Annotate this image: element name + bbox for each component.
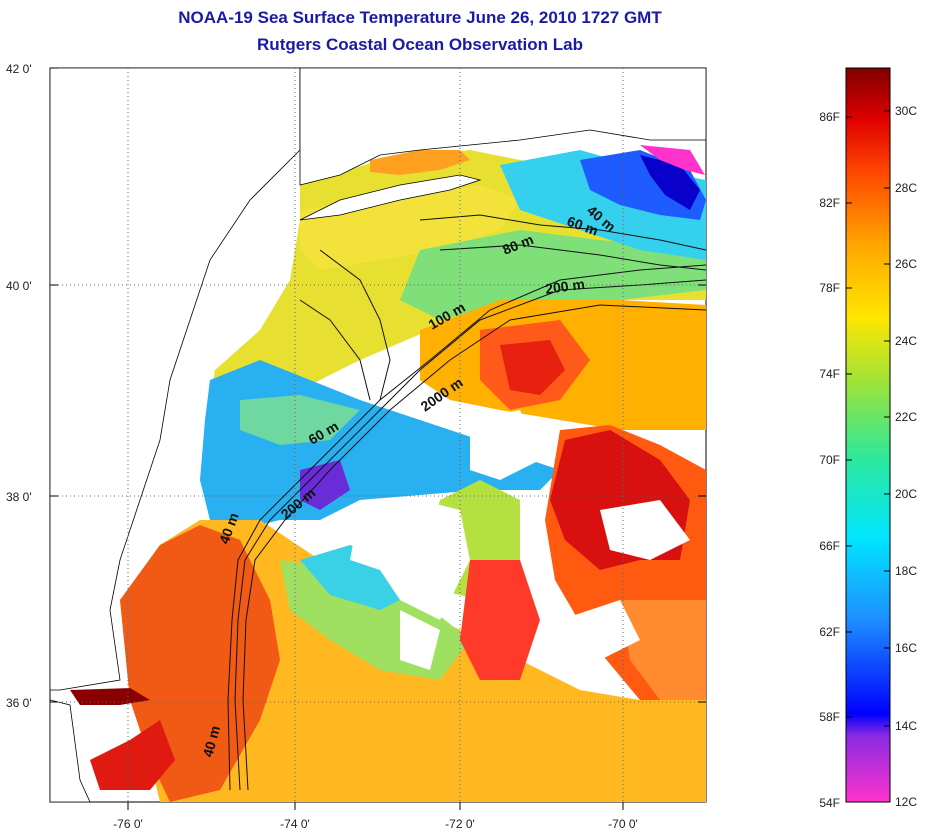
colorbar-c-label: 30C — [895, 104, 917, 118]
isobath-label: 40 m — [199, 724, 223, 759]
long-island — [299, 174, 482, 221]
colorbar-c-label: 18C — [895, 564, 917, 578]
colorbar-c-label: 28C — [895, 181, 917, 195]
colorbar-f-label: 62F — [819, 625, 840, 639]
map-subtitle: Rutgers Coastal Ocean Observation Lab — [257, 35, 583, 54]
colorbar-c-label: 14C — [895, 719, 917, 733]
pamlico-sound — [90, 720, 175, 790]
colorbar-f-label: 58F — [819, 710, 840, 724]
colorbar-fahrenheit-labels: 86F 82F 78F 74F 70F 66F 62F 58F 54F — [819, 110, 840, 810]
axis-ticks — [50, 67, 706, 810]
colorbar-f-label: 86F — [819, 110, 840, 124]
colorbar-c-label: 26C — [895, 257, 917, 271]
graticule — [50, 68, 706, 802]
mainland — [50, 68, 301, 691]
new-england-coast — [299, 68, 706, 186]
lat-tick-label: 36 0' — [6, 696, 32, 710]
lat-tick-label: 40 0' — [6, 279, 32, 293]
lon-tick-label: -70 0' — [608, 817, 638, 831]
colorbar-f-label: 82F — [819, 196, 840, 210]
colorbar-c-label: 20C — [895, 487, 917, 501]
colorbar-celsius-labels: 30C 28C 26C 24C 22C 20C 18C 16C 14C 12C — [895, 104, 917, 809]
colorbar-c-label: 24C — [895, 334, 917, 348]
sst-field — [50, 68, 706, 802]
lat-tick-label: 38 0' — [6, 490, 32, 504]
map-title: NOAA-19 Sea Surface Temperature June 26,… — [178, 8, 662, 27]
colorbar-f-label: 66F — [819, 539, 840, 553]
colorbar-f-label: 78F — [819, 281, 840, 295]
lon-tick-label: -76 0' — [113, 817, 143, 831]
lon-tick-label: -74 0' — [280, 817, 310, 831]
colorbar-c-label: 16C — [895, 641, 917, 655]
colorbar — [845, 67, 891, 803]
colorbar-c-label: 12C — [895, 795, 917, 809]
colorbar-f-label: 74F — [819, 367, 840, 381]
colorbar-f-label: 70F — [819, 453, 840, 467]
isobath-label: 200 m — [544, 276, 586, 297]
lon-tick-label: -72 0' — [445, 817, 475, 831]
colorbar-c-label: 22C — [895, 410, 917, 424]
isobath-contours — [227, 214, 706, 791]
colorbar-ticks — [846, 110, 890, 727]
albemarle-sound — [70, 688, 150, 705]
colorbar-f-label: 54F — [819, 796, 840, 810]
lat-tick-label: 42 0' — [6, 62, 32, 76]
cloud-gap — [350, 500, 470, 620]
